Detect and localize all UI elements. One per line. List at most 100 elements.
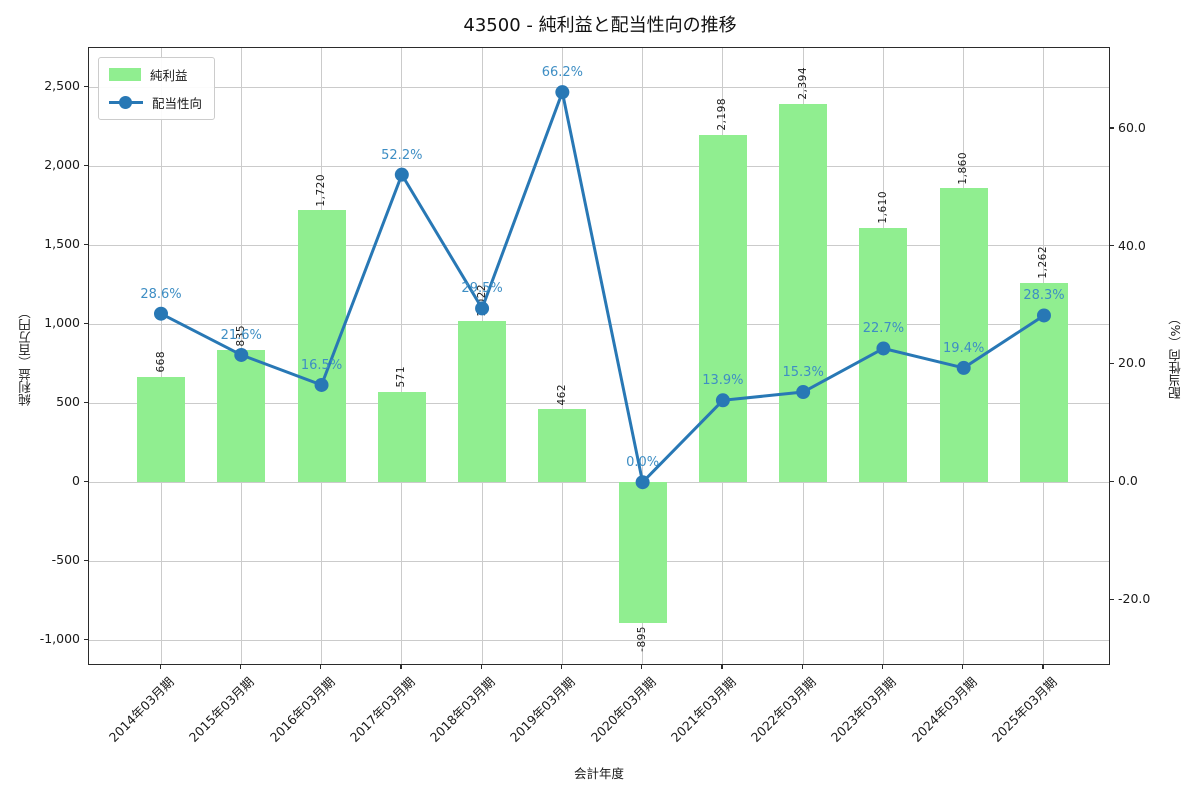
- payout-ratio-line: [154, 85, 1051, 490]
- legend: 純利益 配当性向: [98, 57, 216, 120]
- gridline-vertical: [401, 48, 403, 664]
- chart-title: 43500 - 純利益と配当性向の推移: [463, 15, 737, 36]
- y-axis-left-tick-label: -1,000: [39, 631, 80, 647]
- y-axis-right-tick-mark: [1110, 127, 1114, 129]
- payout-ratio-marker: [1036, 308, 1051, 323]
- gridline-horizontal: [89, 244, 1109, 246]
- payout-ratio-value-label: 13.9%: [702, 373, 744, 389]
- y-axis-left-tick-mark: [84, 638, 88, 640]
- gridline-horizontal: [89, 323, 1109, 325]
- y-axis-left-tick-mark: [84, 480, 88, 482]
- y-axis-left-tick-mark: [84, 164, 88, 166]
- payout-ratio-value-label: 21.6%: [220, 327, 262, 343]
- y-axis-right-tick-label: 60.0: [1118, 119, 1146, 135]
- x-axis-tick-mark: [801, 665, 803, 669]
- x-axis-tick-mark: [159, 665, 161, 669]
- net-profit-bar: [779, 103, 828, 483]
- y-axis-right-tick-label: 40.0: [1118, 237, 1146, 253]
- payout-ratio-marker: [555, 85, 570, 100]
- y-axis-right-tick-mark: [1110, 598, 1114, 600]
- payout-ratio-marker: [154, 306, 168, 321]
- y-axis-left-tick-label: 2,500: [44, 78, 80, 94]
- plot-area: 純利益 配当性向 668 835 1,720 571 1,022 462 -895 2,198…: [88, 47, 1110, 665]
- gridline-horizontal: [89, 402, 1109, 404]
- y-axis-left-tick-mark: [84, 85, 88, 87]
- payout-ratio-marker: [234, 347, 249, 362]
- x-axis-tick-label: 2023年03月期: [828, 674, 900, 745]
- net-profit-bar: [538, 409, 587, 483]
- payout-ratio-value-label: 19.4%: [943, 340, 985, 356]
- y-axis-left-tick-label: 0: [72, 473, 80, 489]
- x-axis-tick-mark: [400, 665, 402, 669]
- legend-label-net-profit: 純利益: [150, 68, 188, 83]
- payout-ratio-value-label: 66.2%: [541, 65, 583, 81]
- x-axis-tick-mark: [560, 665, 563, 669]
- payout-ratio-value-label: 16.5%: [300, 357, 343, 373]
- legend-label-payout-ratio: 配当性向: [152, 96, 203, 111]
- legend-item-payout-ratio: 配当性向: [109, 93, 202, 112]
- y-axis-left-tick-mark: [84, 243, 88, 245]
- y-axis-left-tick-label: 500: [56, 394, 80, 410]
- y-axis-right-tick-mark: [1110, 245, 1114, 247]
- payout-ratio-value-label: 0.0%: [626, 455, 660, 471]
- payout-ratio-value-label: 22.7%: [862, 321, 905, 337]
- payout-ratio-marker: [715, 393, 730, 408]
- x-axis-tick-label: 2015年03月期: [186, 674, 257, 745]
- y-axis-right-tick-mark: [1110, 480, 1114, 482]
- x-axis-tick-label: 2025年03月期: [988, 674, 1060, 745]
- x-axis-tick-label: 2014年03月期: [105, 674, 177, 745]
- payout-ratio-marker: [635, 475, 650, 490]
- gridline-horizontal: [89, 639, 1109, 641]
- x-axis-tick-mark: [962, 665, 964, 669]
- payout-ratio-value-label: 28.6%: [140, 286, 182, 302]
- y-axis-left-tick-mark: [84, 559, 88, 561]
- x-axis-tick-mark: [320, 665, 322, 669]
- x-axis-tick-mark: [480, 665, 482, 669]
- net-profit-bar: [458, 320, 507, 483]
- x-axis-label: 会計年度: [573, 766, 624, 781]
- y-axis-left-tick-mark: [84, 322, 88, 324]
- net-profit-bar: [939, 188, 988, 483]
- payout-ratio-marker: [876, 341, 891, 356]
- y-axis-left-tick-label: -500: [51, 552, 80, 568]
- x-axis-tick-mark: [1042, 665, 1044, 669]
- payout-ratio-marker: [956, 360, 971, 375]
- gridline-vertical: [160, 48, 162, 664]
- y-axis-left-tick-mark: [84, 401, 88, 403]
- payout-ratio-marker: [475, 301, 490, 316]
- net-profit-bar: [377, 391, 426, 483]
- x-axis-tick-label: 2022年03月期: [748, 674, 819, 745]
- y-axis-right-tick-label: -20.0: [1118, 591, 1151, 607]
- y-axis-left-tick-label: 1,500: [44, 236, 80, 252]
- gridline-horizontal: [89, 481, 1109, 483]
- x-axis-tick-label: 2017年03月期: [346, 674, 418, 745]
- payout-ratio-dot-icon: [119, 96, 132, 109]
- payout-ratio-value-label: 52.2%: [381, 147, 423, 163]
- net-profit-bar: [217, 350, 266, 483]
- legend-item-net-profit: 純利益: [109, 65, 202, 84]
- y-axis-right-tick-label: 20.0: [1118, 355, 1146, 371]
- y-axis-right-tick-mark: [1110, 362, 1114, 365]
- payout-ratio-marker: [314, 377, 329, 392]
- x-axis-tick-label: 2018年03月期: [426, 674, 498, 745]
- x-axis-tick-label: 2021年03月期: [667, 674, 739, 745]
- x-axis-tick-mark: [721, 665, 723, 669]
- y-axis-left-label: 純利益（百万円）: [18, 306, 33, 406]
- gridline-horizontal: [89, 165, 1109, 167]
- x-axis-tick-label: 2019年03月期: [507, 674, 579, 745]
- gridline-horizontal: [89, 86, 1109, 88]
- payout-ratio-value-label: 15.3%: [782, 365, 824, 381]
- payout-ratio-value-label: 29.5%: [461, 281, 503, 297]
- payout-ratio-line-swatch-icon: [109, 96, 143, 109]
- x-axis-tick-mark: [881, 665, 884, 669]
- x-axis-tick-mark: [641, 665, 643, 669]
- y-axis-right-label: 配当性向（%）: [1168, 312, 1183, 400]
- net-profit-bar: [137, 376, 185, 483]
- net-profit-swatch-icon: [109, 68, 141, 81]
- payout-ratio-marker: [394, 167, 409, 182]
- x-axis-tick-label: 2020年03月期: [587, 674, 659, 745]
- x-axis-tick-mark: [239, 665, 242, 669]
- y-axis-right-tick-label: 0.0: [1118, 473, 1138, 489]
- payout-ratio-value-label: 28.3%: [1023, 288, 1065, 304]
